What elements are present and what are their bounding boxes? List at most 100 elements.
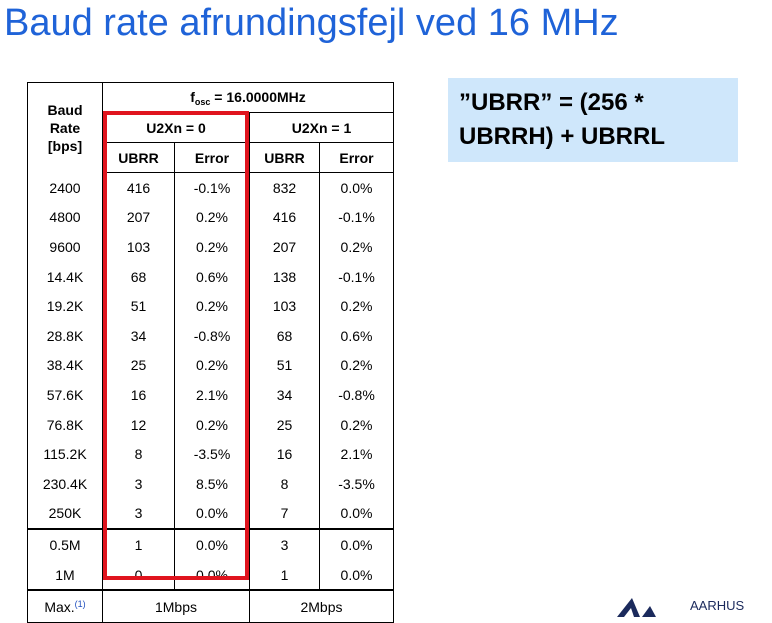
ubrr-cell: 25 [249,409,320,440]
fosc-value: = 16.0000MHz [210,88,306,105]
max-label: Max. [44,598,75,615]
col-header-error: Error [319,142,394,173]
error-cell: 2.1% [319,439,394,469]
error-cell: 0.2% [319,291,394,321]
table-row: 9600 103 0.2% 207 0.2% [27,232,394,262]
ubrr-cell: 416 [249,202,320,233]
error-cell: 0.6% [174,261,250,292]
fosc-header: fosc = 16.0000MHz [102,82,394,113]
table-row: 115.2K 8 -3.5% 16 2.1% [27,439,394,469]
table-row: 57.6K 16 2.1% 34 -0.8% [27,380,394,410]
error-cell: 0.2% [319,409,394,440]
error-cell: 0.6% [319,320,394,351]
formula-box: ”UBRR” = (256 * UBRRH) + UBRRL [448,78,738,162]
ubrr-cell: 103 [249,291,320,321]
fosc-symbol: f [190,88,195,105]
group-header-u2x1: U2Xn = 1 [249,112,394,143]
error-cell: -0.1% [174,172,250,203]
table-row: 14.4K 68 0.6% 138 -0.1% [27,261,394,292]
ubrr-cell: 68 [102,261,175,292]
table-row: 19.2K 51 0.2% 103 0.2% [27,291,394,321]
error-cell: 0.0% [319,559,394,591]
ubrr-cell: 16 [102,380,175,410]
error-cell: 0.2% [174,232,250,262]
baud-rate-cell: 57.6K [27,380,103,410]
error-cell: 0.0% [174,498,250,530]
table-row: 230.4K 3 8.5% 8 -3.5% [27,468,394,499]
baud-rate-header: Baud Rate [bps] [27,82,103,173]
baud-rate-table-container: Baud Rate [bps] fosc = 16.0000MHz U2Xn =… [27,82,394,623]
aarhus-logo-icon [617,598,656,617]
ubrr-cell: 8 [102,439,175,469]
baud-rate-table: Baud Rate [bps] fosc = 16.0000MHz U2Xn =… [27,82,394,623]
fosc-subscript: osc [194,96,211,107]
max-label-cell: Max.(1) [27,589,103,623]
error-cell: 0.0% [174,559,250,591]
footnote-ref: (1) [74,598,86,609]
max-value-cell: 1Mbps [102,589,250,623]
ubrr-cell: 34 [249,380,320,410]
error-cell: 0.2% [319,350,394,381]
baud-header-line: [bps] [47,137,83,154]
baud-rate-cell: 2400 [27,172,103,203]
error-cell: -0.1% [319,202,394,233]
error-cell: 0.2% [174,409,250,440]
formula-line-2: UBRRH) + UBRRL [459,123,665,150]
table-row: 0.5M 1 0.0% 3 0.0% [27,528,394,560]
baud-rate-cell: 115.2K [27,439,103,469]
ubrr-cell: 3 [102,498,175,530]
col-header-error: Error [174,142,250,173]
max-value-cell: 2Mbps [249,589,394,623]
ubrr-cell: 207 [102,202,175,233]
ubrr-cell: 1 [249,559,320,591]
slide-title: Baud rate afrundingsfejl ved 16 MHz [4,2,619,44]
baud-rate-cell: 38.4K [27,350,103,381]
table-row: 1M 0 0.0% 1 0.0% [27,559,394,591]
table-row: 76.8K 12 0.2% 25 0.2% [27,409,394,440]
ubrr-cell: 0 [102,559,175,591]
error-cell: 0.2% [174,291,250,321]
error-cell: 0.0% [174,528,250,560]
ubrr-cell: 3 [102,468,175,499]
table-row: 28.8K 34 -0.8% 68 0.6% [27,320,394,351]
ubrr-cell: 7 [249,498,320,530]
error-cell: 0.2% [174,350,250,381]
baud-rate-cell: 0.5M [27,528,103,560]
table-row: 2400 416 -0.1% 832 0.0% [27,172,394,203]
error-cell: -0.8% [174,320,250,351]
baud-rate-cell: 230.4K [27,468,103,499]
table-row: 38.4K 25 0.2% 51 0.2% [27,350,394,381]
ubrr-cell: 51 [249,350,320,381]
ubrr-cell: 8 [249,468,320,499]
ubrr-cell: 1 [102,528,175,560]
ubrr-cell: 832 [249,172,320,203]
col-header-ubrr: UBRR [102,142,175,173]
error-cell: 0.0% [319,172,394,203]
baud-rate-cell: 250K [27,498,103,530]
ubrr-cell: 34 [102,320,175,351]
ubrr-cell: 207 [249,232,320,262]
baud-rate-cell: 14.4K [27,261,103,292]
baud-rate-cell: 9600 [27,232,103,262]
baud-rate-cell: 19.2K [27,291,103,321]
error-cell: 0.2% [174,202,250,233]
error-cell: -0.1% [319,261,394,292]
baud-rate-cell: 76.8K [27,409,103,440]
ubrr-cell: 3 [249,528,320,560]
baud-rate-cell: 28.8K [27,320,103,351]
ubrr-cell: 25 [102,350,175,381]
error-cell: 0.0% [319,528,394,560]
baud-rate-cell: 4800 [27,202,103,233]
max-row: Max.(1) 1Mbps 2Mbps [27,589,394,623]
error-cell: -3.5% [319,468,394,499]
ubrr-cell: 16 [249,439,320,469]
table-row: 4800 207 0.2% 416 -0.1% [27,202,394,233]
formula-line-1: ”UBRR” = (256 * [459,89,644,116]
error-cell: 0.2% [319,232,394,262]
col-header-ubrr: UBRR [249,142,320,173]
baud-rate-cell: 1M [27,559,103,591]
error-cell: 2.1% [174,380,250,410]
baud-header-line: Rate [49,119,81,136]
baud-header-line: Baud [47,101,83,118]
ubrr-cell: 51 [102,291,175,321]
